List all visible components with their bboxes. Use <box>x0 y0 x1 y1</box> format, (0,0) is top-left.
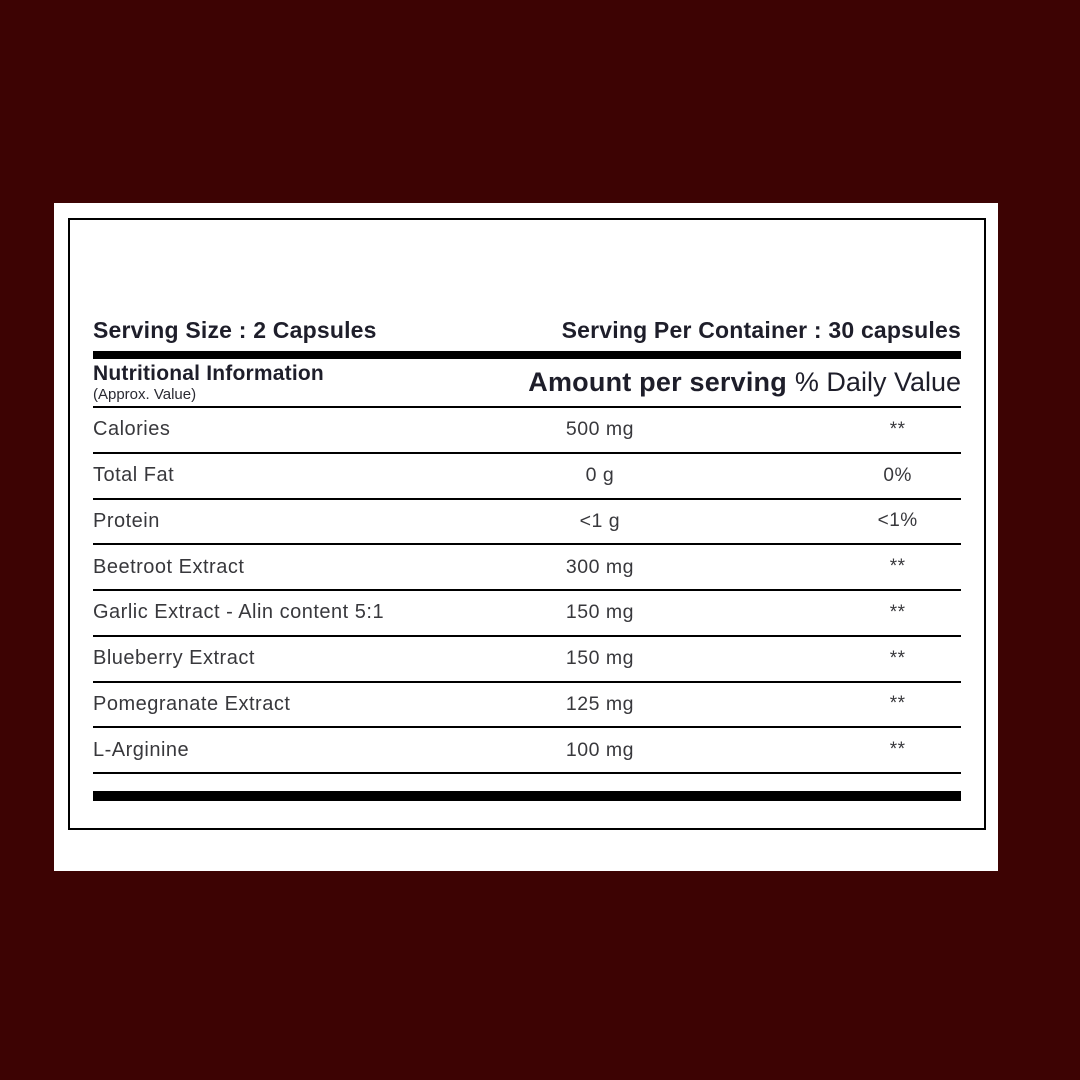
serving-info-row: Serving Size : 2 Capsules Serving Per Co… <box>93 317 961 344</box>
nutrient-name: Beetroot Extract <box>93 555 245 578</box>
table-row: Blueberry Extract 150 mg ** <box>93 637 961 683</box>
table-row: L-Arginine 100 mg ** <box>93 728 961 774</box>
nutrient-daily-value: ** <box>889 693 906 715</box>
nutrient-amount: 500 mg <box>565 418 634 441</box>
header-divider-bar <box>93 351 961 359</box>
nutrient-name: L-Arginine <box>93 738 190 761</box>
table-row: Total Fat 0 g 0% <box>93 454 961 500</box>
amount-per-serving-header: Amount per serving <box>528 367 787 397</box>
nutrient-amount: 125 mg <box>565 692 634 715</box>
panel-content: Serving Size : 2 Capsules Serving Per Co… <box>70 317 984 925</box>
nutrient-amount: 0 g <box>585 464 615 487</box>
nutrient-name: Calories <box>93 418 171 441</box>
nutrient-name: Protein <box>93 509 160 532</box>
table-header-right: Amount per serving % Daily Value <box>528 367 961 398</box>
nutrition-label-card: Serving Size : 2 Capsules Serving Per Co… <box>54 203 998 871</box>
footer-divider-bar <box>93 791 961 801</box>
nutrient-daily-value: 0% <box>883 464 912 486</box>
serving-size-text: Serving Size : 2 Capsules <box>93 317 377 343</box>
nutrient-daily-value: ** <box>889 647 906 669</box>
serving-per-container-text: Serving Per Container : 30 capsules <box>561 317 961 343</box>
daily-value-header: % Daily Value <box>794 367 961 397</box>
table-row: Pomegranate Extract 125 mg ** <box>93 683 961 729</box>
nutrient-amount: <1 g <box>579 509 621 532</box>
table-row: Calories 500 mg ** <box>93 408 961 454</box>
nutrient-amount: 300 mg <box>565 555 634 578</box>
nutrient-name: Pomegranate Extract <box>93 692 291 715</box>
nutrient-daily-value: ** <box>889 601 906 623</box>
nutritional-information-title: Nutritional Information <box>93 362 324 385</box>
nutrient-daily-value: ** <box>889 418 906 440</box>
nutrient-amount: 150 mg <box>565 601 634 624</box>
table-header-row: Nutritional Information (Approx. Value) … <box>93 359 961 408</box>
nutrient-amount: 100 mg <box>565 738 634 761</box>
table-header-left: Nutritional Information (Approx. Value) <box>93 363 324 402</box>
nutrient-name: Garlic Extract - Alin content 5:1 <box>93 601 385 624</box>
nutrient-daily-value: <1% <box>877 510 918 532</box>
table-row: Beetroot Extract 300 mg ** <box>93 545 961 591</box>
nutrition-facts-panel: Serving Size : 2 Capsules Serving Per Co… <box>68 218 986 830</box>
nutrient-amount: 150 mg <box>565 647 634 670</box>
nutrient-name: Blueberry Extract <box>93 647 255 670</box>
nutrient-daily-value: ** <box>889 556 906 578</box>
approx-value-subtitle: (Approx. Value) <box>93 386 197 403</box>
nutrient-name: Total Fat <box>93 464 175 487</box>
table-row: Garlic Extract - Alin content 5:1 150 mg… <box>93 591 961 637</box>
table-row: Protein <1 g <1% <box>93 500 961 546</box>
nutrient-daily-value: ** <box>889 739 906 761</box>
